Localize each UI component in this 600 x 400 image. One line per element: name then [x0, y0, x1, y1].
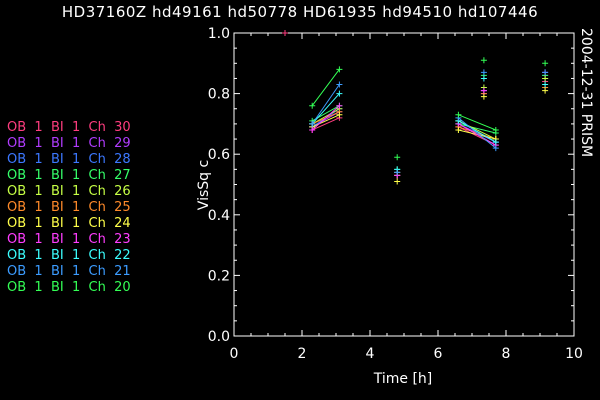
x-axis-title: Time [h]	[373, 371, 433, 387]
y-tick-label: 1.0	[208, 26, 230, 42]
data-point	[455, 126, 462, 133]
data-point	[492, 139, 499, 146]
x-tick-label: 10	[565, 346, 583, 362]
series-line	[311, 105, 340, 131]
data-point	[542, 87, 549, 94]
legend-item-ch29: OB 1 BI 1 Ch 29	[7, 136, 131, 151]
series-line	[311, 114, 340, 128]
x-tick-label: 0	[230, 346, 239, 362]
legend-item-ch30: OB 1 BI 1 Ch 30	[7, 120, 131, 135]
y-tick-label: 0.2	[208, 268, 230, 284]
y-tick-label: 0.0	[208, 329, 230, 345]
data-point	[282, 30, 288, 36]
y-tick-label: 0.6	[208, 147, 230, 163]
data-point	[394, 169, 401, 176]
plot-frame	[233, 32, 575, 337]
series-line	[311, 117, 340, 131]
series-line	[458, 123, 497, 146]
plot-area: 0 2 4 6 8 10 0.0 0.2 0.4 0.6 0.8 1.0	[208, 26, 583, 362]
data-point	[492, 126, 499, 133]
chart-title: HD37160Z hd49161 hd50778 HD61935 hd94510…	[61, 3, 539, 21]
data-point	[336, 66, 343, 73]
series-line	[311, 93, 340, 125]
data-point	[336, 111, 343, 118]
data-point	[492, 145, 499, 152]
data-point	[336, 81, 343, 88]
legend-item-ch22: OB 1 BI 1 Ch 22	[7, 248, 131, 263]
data-point	[309, 102, 316, 109]
data-point	[480, 57, 487, 64]
data-point	[394, 154, 401, 161]
data-point	[542, 81, 549, 88]
y-tick-label: 0.4	[208, 208, 230, 224]
y-axis-title: VisSq c	[196, 160, 212, 210]
series-line	[311, 84, 340, 125]
data-point	[394, 178, 401, 185]
x-tick-label: 4	[366, 346, 375, 362]
data-point	[542, 60, 549, 67]
data-point	[480, 75, 487, 82]
series-line	[458, 120, 497, 143]
data-point	[336, 102, 343, 109]
x-tick-label: 8	[502, 346, 511, 362]
series-line	[458, 114, 496, 131]
data-point	[480, 93, 487, 100]
legend-item-ch20: OB 1 BI 1 Ch 20	[7, 280, 131, 295]
legend-item-ch27: OB 1 BI 1 Ch 27	[7, 168, 131, 183]
legend-item-ch28: OB 1 BI 1 Ch 28	[7, 152, 131, 167]
legend-item-ch26: OB 1 BI 1 Ch 26	[7, 184, 131, 199]
y-tick-label: 0.8	[208, 87, 230, 103]
legend-item-ch25: OB 1 BI 1 Ch 25	[7, 200, 131, 215]
data-point	[309, 126, 316, 133]
series-line	[311, 69, 340, 107]
data-point	[542, 75, 549, 82]
legend-item-ch23: OB 1 BI 1 Ch 23	[7, 232, 131, 247]
data-point	[309, 120, 316, 127]
data-point	[336, 90, 343, 97]
series-line	[458, 123, 496, 134]
series-line	[458, 117, 497, 149]
legend: OB 1 BI 1 Ch 30 OB 1 BI 1 Ch 29 OB 1 BI …	[7, 120, 131, 296]
x-tick-label: 2	[298, 346, 307, 362]
legend-item-ch24: OB 1 BI 1 Ch 24	[7, 216, 131, 231]
legend-item-ch21: OB 1 BI 1 Ch 21	[7, 264, 131, 279]
date-instrument-label: 2004-12-31 PRISM	[578, 28, 594, 158]
data-point	[542, 69, 549, 76]
x-tick-label: 6	[434, 346, 443, 362]
data-point	[480, 87, 487, 94]
data-point	[455, 111, 462, 118]
data-point	[480, 69, 487, 76]
